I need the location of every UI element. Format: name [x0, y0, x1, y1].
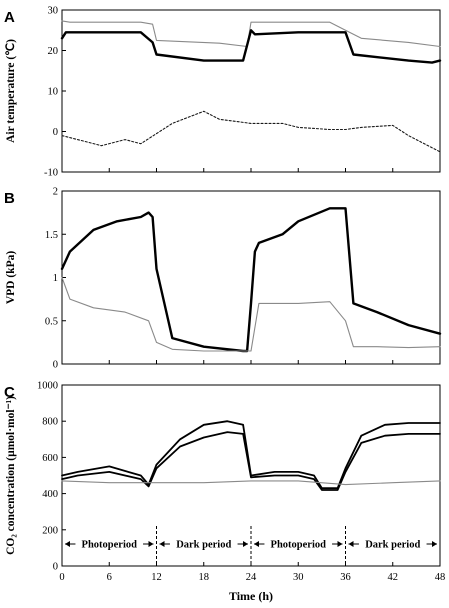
- panel-a: -10 0 10 20 30 A Air temperature (℃): [4, 6, 442, 179]
- series-line-1: [60, 207, 442, 353]
- period-label: Photoperiod: [82, 540, 138, 551]
- series-line-2: [60, 29, 442, 64]
- period-label: Dark period: [365, 540, 420, 551]
- period-annotation: Dark period: [159, 536, 248, 551]
- period-arrow-head-right: [337, 541, 343, 547]
- y-tick-label: 0.5: [45, 316, 58, 327]
- panel-b: 0 0.5 1 1.5 2 B VPD (kPa): [4, 187, 442, 371]
- x-tick-label: 24: [246, 572, 257, 583]
- y-tick-label: 0: [53, 562, 58, 573]
- series-line-2: [61, 431, 441, 491]
- x-tick-label: 6: [107, 572, 112, 583]
- y-tick-label: 0: [53, 127, 58, 138]
- series-line-3: [61, 110, 441, 153]
- panel-letter: C: [4, 384, 15, 401]
- y-tick-label: 20: [48, 46, 59, 57]
- period-label-bg: [264, 536, 333, 550]
- y-tick-label: 1: [53, 273, 58, 284]
- y-tick-label: 1.5: [45, 230, 58, 241]
- period-arrow-head-right: [243, 541, 248, 547]
- x-tick-label: 0: [59, 572, 64, 583]
- x-tick-label: 30: [293, 572, 304, 583]
- y-tick-label: 1000: [37, 381, 58, 392]
- plot-frame: [61, 190, 441, 365]
- y-tick-label: 800: [42, 417, 58, 428]
- x-tick-label: 18: [199, 572, 210, 583]
- period-label-bg: [75, 536, 144, 550]
- y-tick-label: 200: [42, 525, 58, 536]
- y-tick-label: 30: [48, 6, 59, 17]
- y-tick-label: 0: [53, 360, 58, 371]
- period-arrow-head-left: [254, 541, 259, 547]
- x-tick-label: 36: [340, 572, 351, 583]
- panel-letter: B: [4, 190, 15, 207]
- period-arrow-head-left: [348, 541, 354, 547]
- series-line-2: [61, 276, 441, 352]
- y-axis-label: Air temperature (℃): [4, 39, 17, 143]
- period-annotation: Photoperiod: [254, 536, 343, 551]
- period-label-bg: [358, 536, 427, 550]
- period-arrow-head-right: [432, 541, 437, 547]
- period-label: Dark period: [176, 540, 231, 551]
- y-tick-label: 400: [42, 489, 58, 500]
- y-axis-label: VPD (kPa): [5, 251, 17, 305]
- period-arrow-head-left: [159, 541, 165, 547]
- x-axis-label: Time (h): [229, 589, 273, 603]
- series-line-3: [61, 480, 441, 486]
- period-label-bg: [169, 536, 238, 550]
- period-arrow-head-left: [65, 541, 70, 547]
- y-tick-label: 2: [53, 187, 58, 198]
- y-tick-label: 10: [48, 87, 59, 98]
- period-annotation: Dark period: [348, 536, 437, 551]
- period-label: Photoperiod: [271, 540, 327, 551]
- x-tick-label: 48: [435, 572, 446, 583]
- panel-letter: A: [4, 9, 15, 26]
- period-arrow-head-right: [148, 541, 154, 547]
- y-tick-label: 600: [42, 453, 58, 464]
- y-axis-label: CO₂ concentration (µmol·mol⁻¹): [5, 396, 17, 555]
- y-tick-label: -10: [44, 168, 58, 179]
- period-annotation: Photoperiod: [65, 536, 154, 551]
- x-tick-label: 42: [388, 572, 399, 583]
- x-tick-label: 12: [151, 572, 162, 583]
